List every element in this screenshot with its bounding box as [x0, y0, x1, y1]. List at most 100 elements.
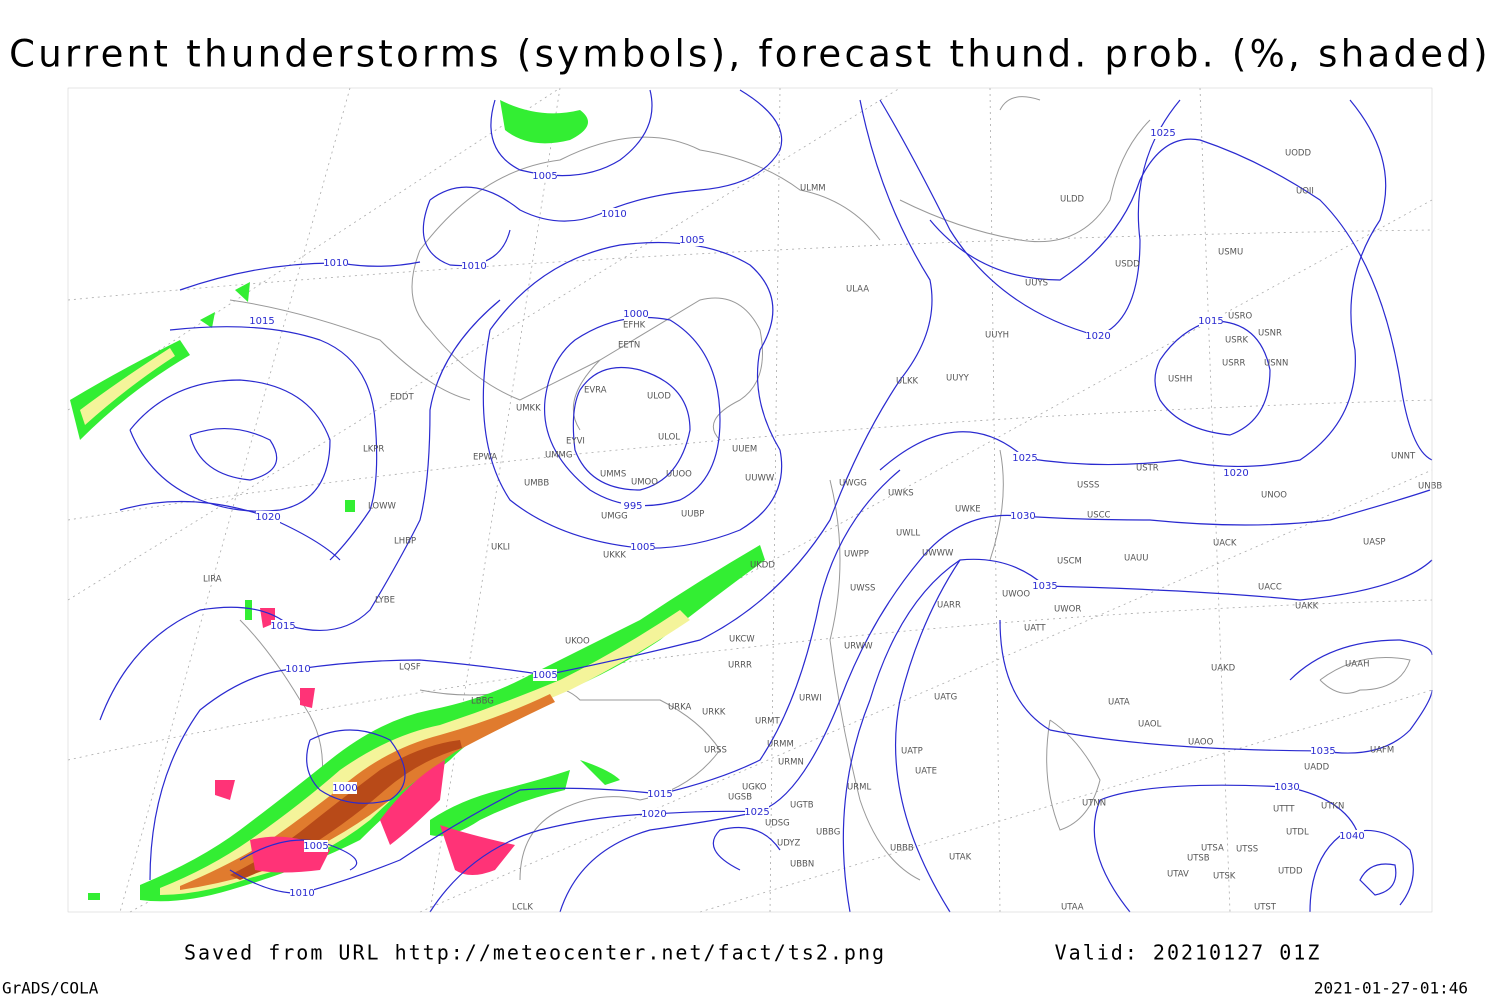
isobar-label: 1000 [332, 783, 357, 794]
isobar-label: 1015 [647, 789, 672, 800]
timestamp: 2021-01-27-01:46 [1314, 979, 1468, 998]
isobar-label-bg [1033, 580, 1057, 592]
station-label: UNBB [1418, 482, 1442, 492]
isobar-label: 1020 [641, 809, 666, 820]
isobar-label: 1025 [1012, 453, 1037, 464]
station-label: ULOD [647, 392, 671, 402]
station-label: URKK [702, 708, 726, 718]
station-label: USTR [1136, 464, 1159, 474]
isobar-label-bg [256, 511, 280, 523]
isobar-label: 1025 [744, 807, 769, 818]
station-label: UWLL [896, 529, 920, 539]
station-label: UKLI [491, 543, 510, 553]
station-label: UMKK [516, 404, 541, 414]
isobar-label-bg [680, 234, 704, 246]
station-label: USNR [1258, 329, 1282, 339]
station-label: USRK [1225, 336, 1249, 346]
station-label: UTDL [1286, 828, 1309, 838]
station-label: UAAH [1345, 660, 1369, 670]
station-label: UAOL [1138, 720, 1162, 730]
station-label: EETN [618, 341, 640, 351]
station-label: USDD [1115, 260, 1140, 270]
station-label: LCLK [512, 903, 533, 913]
isobar-label: 995 [623, 501, 642, 512]
isobar-label: 1025 [1150, 128, 1175, 139]
station-label: UUWW [745, 474, 775, 484]
station-label: UDYZ [777, 839, 800, 849]
isobar-label-bg [250, 315, 274, 327]
isobar-label-bg [642, 808, 666, 820]
isobar-label: 1015 [1198, 316, 1223, 327]
station-label: UWSS [850, 584, 875, 594]
isobar-label-bg [533, 170, 557, 182]
station-label: UUYS [1025, 279, 1048, 289]
station-label: UTAA [1061, 903, 1084, 913]
isobar-label: 1015 [249, 316, 274, 327]
isobar-label: 1005 [532, 670, 557, 681]
station-label: UGTB [790, 801, 814, 811]
station-label: UTNN [1082, 799, 1106, 809]
station-label: ULDD [1060, 195, 1085, 205]
isobar-label-bg [1340, 830, 1364, 842]
station-label: UATE [915, 767, 937, 777]
station-label: UKKK [603, 551, 626, 561]
isobar-label-bg [1199, 315, 1223, 327]
station-label: ULKK [896, 377, 919, 387]
station-label: UNOO [1261, 491, 1287, 501]
station-label: UMOO [631, 478, 658, 488]
isobar-label-bg [1013, 452, 1037, 464]
isobar-label-bg [624, 308, 648, 320]
station-label: USSS [1077, 481, 1099, 491]
station-label: USMU [1218, 248, 1243, 258]
isobar-label: 1015 [270, 621, 295, 632]
isobar-label-bg [602, 208, 626, 220]
station-label: LHBP [394, 537, 416, 547]
station-label: USHH [1168, 375, 1192, 385]
isobar-label: 1005 [630, 542, 655, 553]
valid-time: Valid: 20210127 01Z [1055, 941, 1322, 965]
source-url: Saved from URL http://meteocenter.net/fa… [184, 941, 886, 965]
isobar-label: 1020 [255, 512, 280, 523]
station-label: URSS [704, 746, 727, 756]
station-label: UMMG [545, 451, 572, 461]
isobar-label: 1040 [1339, 831, 1364, 842]
station-label: LOWW [368, 502, 397, 512]
station-label: UTSK [1213, 872, 1236, 882]
isobar-label: 1010 [323, 258, 348, 269]
station-label: UUEM [732, 445, 757, 455]
station-label: UWGG [839, 479, 867, 489]
thunderstorm-symbols [215, 608, 515, 875]
isobar-label: 1035 [1310, 746, 1335, 757]
station-label: UWKS [888, 489, 914, 499]
station-label: UATP [901, 747, 923, 757]
station-label: UTAV [1167, 870, 1189, 880]
station-label: UBBB [890, 844, 914, 854]
station-label: LKPR [363, 445, 384, 455]
station-label: UTDD [1278, 867, 1303, 877]
station-label: UARR [937, 601, 961, 611]
station-label: EFHK [623, 321, 646, 331]
isobar-label: 1010 [461, 261, 486, 272]
isobar-label-bg [1275, 781, 1299, 793]
isobar-label: 1010 [285, 664, 310, 675]
title: Current thunderstorms (symbols), forecas… [9, 33, 1491, 76]
station-label: UWKE [955, 505, 981, 515]
station-label: UUYY [946, 374, 970, 384]
station-label: UAFM [1370, 746, 1394, 756]
station-label: UGKO [742, 783, 767, 793]
station-label: UAKD [1211, 664, 1236, 674]
isobar-label-bg [1086, 330, 1110, 342]
isobar-label: 1005 [679, 235, 704, 246]
station-labels: ULMM ULDD UODD UOII USDD USMU UUYS ULAA UUYH USRO… [203, 149, 1442, 913]
station-label: EYVI [566, 437, 585, 447]
isobar-label: 1030 [1274, 782, 1299, 793]
station-label: UUBP [681, 510, 704, 520]
station-label: UGSB [728, 793, 752, 803]
isobar-label: 1020 [1223, 468, 1248, 479]
station-label: UKDD [750, 561, 775, 571]
station-label: UUOO [666, 470, 692, 480]
station-label: UMBB [524, 479, 549, 489]
isobar-label-bg [745, 806, 769, 818]
station-label: URKA [668, 703, 692, 713]
station-label: LBBG [471, 697, 494, 707]
